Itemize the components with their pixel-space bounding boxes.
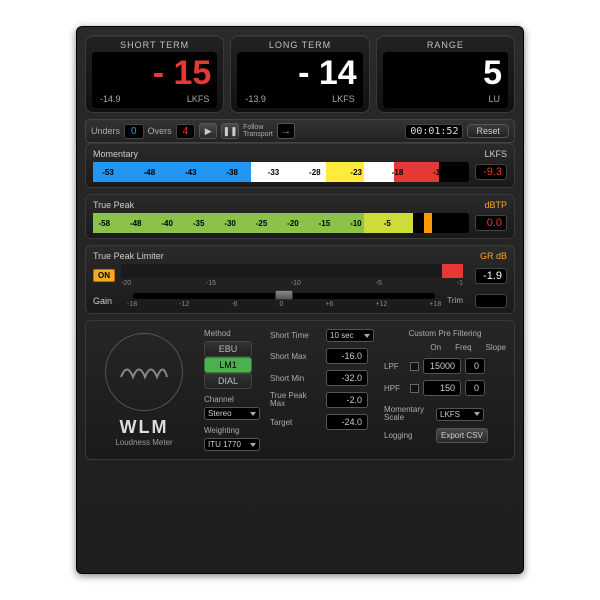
reset-button[interactable]: Reset bbox=[467, 124, 509, 138]
transport-bar: Unders 0 Overs 4 ▶ ❚❚ Follow Transport →… bbox=[85, 119, 515, 143]
unders-label: Unders bbox=[91, 126, 120, 136]
hpf-freq[interactable]: 150 bbox=[423, 380, 461, 396]
method-column: Method EBULM1DIAL Channel Stereo Weighti… bbox=[204, 329, 260, 451]
tp-max-value[interactable]: -2.0 bbox=[326, 392, 368, 408]
true-peak-value: 0.0 bbox=[475, 215, 507, 231]
gain-label: Gain bbox=[93, 296, 121, 306]
export-csv-button[interactable]: Export CSV bbox=[436, 428, 488, 443]
filter-column: Custom Pre Filtering On Freq Slope LPF 1… bbox=[384, 329, 506, 451]
short-term-unit: LKFS bbox=[187, 94, 210, 104]
long-term-value: - 14 bbox=[243, 56, 356, 90]
filter-label: Custom Pre Filtering bbox=[384, 329, 506, 338]
method-buttons: EBULM1DIAL bbox=[204, 341, 260, 389]
channel-label: Channel bbox=[204, 395, 260, 404]
momentary-value: -9.3 bbox=[475, 164, 507, 180]
trim-value: -10.1 bbox=[475, 294, 507, 308]
wlm-plugin: SHORT TERM - 15 -14.9 LKFS LONG TERM - 1… bbox=[76, 26, 524, 574]
true-peak-meter: True Peak dBTP -58-48-40-35-30-25-20-15-… bbox=[85, 194, 515, 239]
lpf-freq[interactable]: 15000 bbox=[423, 358, 461, 374]
short-term-title: SHORT TERM bbox=[92, 40, 217, 50]
method-label: Method bbox=[204, 329, 260, 338]
waves-icon bbox=[119, 347, 169, 397]
play-button[interactable]: ▶ bbox=[199, 123, 217, 139]
momentary-label: Momentary bbox=[93, 149, 138, 159]
follow-transport-button[interactable]: → bbox=[277, 123, 295, 139]
true-peak-unit: dBTP bbox=[484, 200, 507, 210]
short-max-label: Short Max bbox=[270, 352, 320, 361]
short-time-select[interactable]: 10 sec bbox=[326, 329, 374, 342]
logging-label: Logging bbox=[384, 431, 432, 440]
long-term-display: LONG TERM - 14 -13.9 LKFS bbox=[230, 35, 369, 113]
logo-ring bbox=[105, 333, 183, 411]
momentary-unit: LKFS bbox=[484, 149, 507, 159]
hpf-slope[interactable]: 0 bbox=[465, 380, 485, 396]
unders-count: 0 bbox=[124, 124, 144, 139]
range-value: 5 bbox=[389, 56, 502, 90]
short-min-label: Short Min bbox=[270, 374, 320, 383]
long-term-title: LONG TERM bbox=[237, 40, 362, 50]
limiter-block: True Peak Limiter GR dB ON -20-15-10-5-1… bbox=[85, 245, 515, 314]
short-time-label: Short Time bbox=[270, 331, 320, 340]
lpf-checkbox[interactable] bbox=[410, 362, 419, 371]
scale-select[interactable]: LKFS bbox=[436, 408, 484, 421]
true-peak-track: -58-48-40-35-30-25-20-15-10-502 bbox=[93, 213, 469, 233]
gain-knob[interactable] bbox=[275, 290, 293, 300]
long-term-unit: LKFS bbox=[332, 94, 355, 104]
short-term-screen: - 15 -14.9 LKFS bbox=[92, 52, 217, 108]
trim-label: Trim bbox=[447, 296, 463, 305]
method-dial-button[interactable]: DIAL bbox=[204, 373, 252, 389]
long-term-sub: -13.9 bbox=[245, 94, 266, 104]
target-label: Target bbox=[270, 418, 320, 427]
momentary-meter: Momentary LKFS -53-48-43-38-33-28-23-18-… bbox=[85, 143, 515, 188]
limiter-unit: GR dB bbox=[480, 251, 507, 261]
short-min-value[interactable]: -32.0 bbox=[326, 370, 368, 386]
logo-column: WLM Loudness Meter bbox=[94, 329, 194, 451]
limiter-label: True Peak Limiter bbox=[93, 251, 164, 261]
overs-count: 4 bbox=[176, 124, 196, 139]
hpf-checkbox[interactable] bbox=[410, 384, 419, 393]
display-row: SHORT TERM - 15 -14.9 LKFS LONG TERM - 1… bbox=[85, 35, 515, 113]
weighting-label: Weighting bbox=[204, 426, 260, 435]
hpf-label: HPF bbox=[384, 384, 406, 393]
limiter-on-button[interactable]: ON bbox=[93, 269, 115, 282]
tp-max-label: True Peak Max bbox=[270, 392, 320, 408]
scale-label: Momentary Scale bbox=[384, 406, 432, 422]
short-term-value: - 15 bbox=[98, 56, 211, 90]
target-value[interactable]: -24.0 bbox=[326, 414, 368, 430]
short-term-display: SHORT TERM - 15 -14.9 LKFS bbox=[85, 35, 224, 113]
filter-col-slope: Slope bbox=[486, 343, 506, 352]
follow-label: Follow Transport bbox=[243, 124, 273, 138]
lpf-slope[interactable]: 0 bbox=[465, 358, 485, 374]
limiter-ticks: -20-15-10-5-1 bbox=[121, 280, 463, 287]
limiter-value: -1.9 bbox=[475, 268, 507, 284]
method-ebu-button[interactable]: EBU bbox=[204, 341, 252, 357]
overs-label: Overs bbox=[148, 126, 172, 136]
range-display: RANGE 5 LU bbox=[376, 35, 515, 113]
filter-col-on: On bbox=[430, 343, 441, 352]
time-display: 00:01:52 bbox=[405, 124, 463, 139]
lpf-label: LPF bbox=[384, 362, 406, 371]
gain-ticks: -18-12-60+6+12+18 bbox=[127, 301, 441, 308]
gain-slider[interactable] bbox=[133, 293, 435, 299]
weighting-select[interactable]: ITU 1770 bbox=[204, 438, 260, 451]
limiter-track bbox=[121, 264, 463, 278]
momentary-track: -53-48-43-38-33-28-23-18-13 bbox=[93, 162, 469, 182]
range-screen: 5 LU bbox=[383, 52, 508, 108]
long-term-screen: - 14 -13.9 LKFS bbox=[237, 52, 362, 108]
product-subtitle: Loudness Meter bbox=[115, 438, 172, 447]
short-term-sub: -14.9 bbox=[100, 94, 121, 104]
config-panel: WLM Loudness Meter Method EBULM1DIAL Cha… bbox=[85, 320, 515, 460]
filter-col-freq: Freq bbox=[455, 343, 471, 352]
true-peak-label: True Peak bbox=[93, 200, 134, 210]
range-unit: LU bbox=[488, 94, 500, 104]
short-max-value[interactable]: -16.0 bbox=[326, 348, 368, 364]
channel-select[interactable]: Stereo bbox=[204, 407, 260, 420]
product-name: WLM bbox=[120, 417, 169, 438]
params-column: Short Time 10 sec Short Max -16.0 Short Mi… bbox=[270, 329, 374, 451]
pause-button[interactable]: ❚❚ bbox=[221, 123, 239, 139]
range-title: RANGE bbox=[383, 40, 508, 50]
method-lm1-button[interactable]: LM1 bbox=[204, 357, 252, 373]
